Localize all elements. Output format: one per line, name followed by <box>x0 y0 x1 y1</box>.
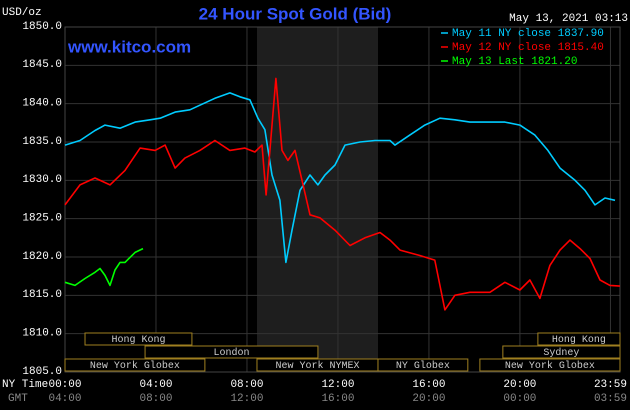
gmt-tick-label: 08:00 <box>139 393 172 405</box>
y-tick-label: 1830.0 <box>22 174 62 186</box>
gmt-tick-label: 03:59 <box>594 393 627 405</box>
y-tick-label: 1805.0 <box>22 366 62 378</box>
legend-label: May 13 Last 1821.20 <box>452 56 577 68</box>
chart-title: 24 Hour Spot Gold (Bid) <box>199 4 392 23</box>
x-tick-label: 12:00 <box>321 379 354 391</box>
legend-label: May 12 NY close 1815.40 <box>452 42 604 54</box>
legend-label: May 11 NY close 1837.90 <box>452 28 604 40</box>
session-label: NY Globex <box>396 360 450 372</box>
gmt-tick-label: 04:00 <box>48 393 81 405</box>
y-tick-label: 1815.0 <box>22 289 62 301</box>
series-line <box>64 92 616 264</box>
lines <box>64 77 621 311</box>
y-axis-label: USD/oz <box>2 7 42 19</box>
session-label: New York NYMEX <box>275 360 359 372</box>
session-label: New York Globex <box>90 360 180 372</box>
legend: May 11 NY close 1837.90 May 12 NY close 1… <box>441 28 604 68</box>
session-box <box>537 332 621 346</box>
session-box <box>64 358 206 372</box>
session-label: Hong Kong <box>552 335 606 346</box>
session-label: Sydney <box>543 347 579 359</box>
grid: 1805.0 1810.0 1815.0 1820.0 1825.0 1830.0 1835… <box>22 21 627 405</box>
gmt-tick-label: 12:00 <box>230 393 263 405</box>
gmt-tick-label: 20:00 <box>412 393 445 405</box>
session-box <box>377 358 469 372</box>
y-tick-label: 1825.0 <box>22 213 62 225</box>
x-axis-label: NY Time <box>2 379 48 391</box>
x-tick-label: 04:00 <box>139 379 172 391</box>
session-label: New York Globex <box>505 360 595 372</box>
session-box <box>84 332 193 346</box>
watermark: www.kitco.com <box>67 37 191 56</box>
x2-axis-label: GMT <box>8 393 28 405</box>
x-tick-label: 23:59 <box>594 379 627 391</box>
gmt-tick-label: 00:00 <box>503 393 536 405</box>
y-tick-label: 1845.0 <box>22 59 62 71</box>
x-tick-label: 08:00 <box>230 379 263 391</box>
timestamp: May 13, 2021 03:13 <box>509 13 628 25</box>
x-tick-label: 20:00 <box>503 379 536 391</box>
session-box <box>479 358 621 372</box>
session-box <box>502 345 621 359</box>
series-line <box>64 77 621 311</box>
session-label: London <box>213 347 249 359</box>
session-label: Hong Kong <box>111 335 165 346</box>
x-tick-label: 16:00 <box>412 379 445 391</box>
gmt-tick-label: 16:00 <box>321 393 354 405</box>
y-tick-label: 1835.0 <box>22 136 62 148</box>
y-tick-label: 1810.0 <box>22 328 62 340</box>
y-tick-label: 1820.0 <box>22 251 62 263</box>
y-tick-label: 1840.0 <box>22 98 62 110</box>
series-line <box>64 247 144 287</box>
y-tick-label: 1850.0 <box>22 21 62 33</box>
plot-frame <box>64 26 621 373</box>
x-tick-label: 00:00 <box>48 379 81 391</box>
session-box <box>144 345 319 359</box>
